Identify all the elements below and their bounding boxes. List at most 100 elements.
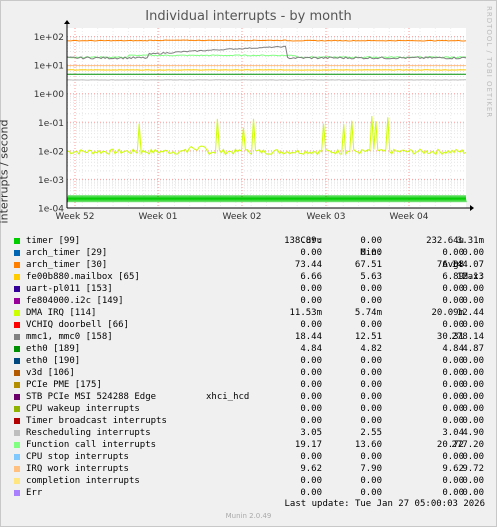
legend-value-min: 0.00 xyxy=(360,404,382,414)
legend-series-name: eth0 [189] xyxy=(26,344,81,354)
legend-series-name: uart-pl011 [153] xyxy=(26,284,113,294)
legend-swatch xyxy=(14,298,20,304)
legend-series-name: DMA IRQ [114] xyxy=(26,308,97,318)
legend-row: PCIe PME [175] 0.00 0.00 0.00 0.00 xyxy=(12,379,492,391)
x-tick-label: Week 02 xyxy=(223,212,262,222)
legend-row: eth0 [189] 4.84 4.82 4.84 4.87 xyxy=(12,343,492,355)
legend-series-name: fe00b880.mailbox [65] xyxy=(26,272,140,282)
y-tick-label: 1e-03 xyxy=(38,176,64,186)
legend-value-cur: 0.00 xyxy=(300,488,322,498)
legend-value-avg: 232.64u xyxy=(426,236,464,246)
chart-title: Individual interrupts - by month xyxy=(145,9,352,24)
x-tick-label: Week 52 xyxy=(56,212,95,222)
x-tick-label: Week 01 xyxy=(139,212,178,222)
munin-version: Munin 2.0.49 xyxy=(225,512,272,520)
legend-value-cur: 0.00 xyxy=(300,320,322,330)
legend-swatch xyxy=(14,310,20,316)
legend-value-max: 278.14 xyxy=(451,332,484,342)
legend-value-min: 5.63 xyxy=(360,272,382,282)
legend-value-cur: 0.00 xyxy=(300,284,322,294)
legend-value-cur: 19.17 xyxy=(294,440,322,450)
legend-value-min: 0.00 xyxy=(360,452,382,462)
legend-value-cur: 0.00 xyxy=(300,368,322,378)
legend-value-avg: 0.00 xyxy=(442,380,464,390)
legend-value-cur: 138.89u xyxy=(284,236,322,246)
legend-swatch xyxy=(14,382,20,388)
series-line-mmc xyxy=(66,45,467,60)
legend-row: mmc1, mmc0 [158] 18.44 12.51 30.31 278.14 xyxy=(12,331,492,343)
legend-value-max: 0.00 xyxy=(462,248,484,258)
legend-row: DMA IRQ [114] 11.53m 5.74m 20.09m 12.44 xyxy=(12,307,492,319)
legend-swatch xyxy=(14,334,20,340)
legend-value-min: 0.00 xyxy=(360,248,382,258)
legend-swatch xyxy=(14,394,20,400)
legend-value-min: 0.00 xyxy=(360,380,382,390)
legend-swatch xyxy=(14,346,20,352)
legend-value-cur: 0.00 xyxy=(300,452,322,462)
legend-value-avg: 0.00 xyxy=(442,248,464,258)
x-axis-arrow xyxy=(470,205,474,211)
legend-row: Function call interrupts 19.17 13.60 20.72 2… xyxy=(12,439,492,451)
legend-value-cur: 4.84 xyxy=(300,344,322,354)
legend-row: v3d [106] 0.00 0.00 0.00 0.00 xyxy=(12,367,492,379)
legend-value-avg: 0.00 xyxy=(442,452,464,462)
legend-swatch xyxy=(14,274,20,280)
legend-value-min: 67.51 xyxy=(354,260,382,270)
legend-row: fe804000.i2c [149] 0.00 0.00 0.00 0.00 xyxy=(12,295,492,307)
plot-area: 1e-04 1e-03 1e-02 1e-01 1e+00 1e+01 1e+02 Week … xyxy=(34,20,474,222)
legend-swatch xyxy=(14,322,20,328)
legend-value-max: 12.44 xyxy=(456,308,484,318)
legend-value-avg: 20.09m xyxy=(431,308,464,318)
legend-row: Timer broadcast interrupts 0.00 0.00 0.00 0.… xyxy=(12,415,492,427)
legend-value-max: 9.72 xyxy=(462,464,484,474)
series-line-dma-irq xyxy=(66,115,467,156)
legend-value-avg: 30.31 xyxy=(436,332,464,342)
legend-row: uart-pl011 [153] 0.00 0.00 0.00 0.00 xyxy=(12,283,492,295)
legend-row: Err 0.00 0.00 0.00 0.00 xyxy=(12,487,492,499)
legend-value-avg: 0.00 xyxy=(442,368,464,378)
legend-value-avg: 0.00 xyxy=(442,488,464,498)
legend-row: fe00b880.mailbox [65] 6.66 5.63 6.89 12.13 xyxy=(12,271,492,283)
legend-value-avg: 6.89 xyxy=(442,272,464,282)
legend-value-max: 0.00 xyxy=(462,452,484,462)
x-tick-label: Week 04 xyxy=(390,212,429,222)
legend-value-avg: 20.72 xyxy=(436,440,464,450)
legend-value-max: 4.87 xyxy=(462,344,484,354)
y-tick-label: 1e+02 xyxy=(34,33,64,43)
y-tick-label: 1e+01 xyxy=(34,62,64,72)
legend-value-cur: 0.00 xyxy=(300,296,322,306)
legend-value-max: 0.00 xyxy=(462,416,484,426)
legend-series-extra: xhci_hcd xyxy=(206,392,250,402)
legend-value-min: 0.00 xyxy=(360,284,382,294)
legend-value-min: 0.00 xyxy=(360,296,382,306)
legend-row: arch_timer [29] 0.00 0.00 0.00 0.00 xyxy=(12,247,492,259)
legend-value-avg: 9.62 xyxy=(442,464,464,474)
legend-value-max: 0.00 xyxy=(462,380,484,390)
legend-value-min: 0.00 xyxy=(360,416,382,426)
legend-row: timer [99] 138.89u 0.00 232.64u 3.31m xyxy=(12,235,492,247)
legend-value-avg: 0.00 xyxy=(442,284,464,294)
legend-value-max: 3.31m xyxy=(456,236,484,246)
legend-series-name: fe804000.i2c [149] xyxy=(26,296,124,306)
legend-row: arch_timer [30] 73.44 67.51 76.08 144.07 xyxy=(12,259,492,271)
legend-swatch xyxy=(14,490,20,496)
y-tick-label: 1e-02 xyxy=(38,147,64,157)
legend-value-cur: 0.00 xyxy=(300,392,322,402)
legend-swatch xyxy=(14,478,20,484)
legend-series-name: VCHIQ doorbell [66] xyxy=(26,320,129,330)
legend-value-min: 12.51 xyxy=(354,332,382,342)
legend-series-name: eth0 [190] xyxy=(26,356,81,366)
legend-header: Cur: Min: Avg: Max: xyxy=(12,223,492,282)
legend-value-min: 4.82 xyxy=(360,344,382,354)
legend-value-min: 7.90 xyxy=(360,464,382,474)
y-tick-label: 1e-04 xyxy=(38,205,64,215)
legend-value-min: 0.00 xyxy=(360,488,382,498)
legend-value-min: 0.00 xyxy=(360,368,382,378)
legend-swatch xyxy=(14,358,20,364)
legend-series-name: v3d [106] xyxy=(26,368,75,378)
legend-series-name: mmc1, mmc0 [158] xyxy=(26,332,113,342)
legend: Cur: Min: Avg: Max: timer [99] 138.89u 0.0… xyxy=(12,223,492,499)
legend-value-max: 12.13 xyxy=(456,272,484,282)
legend-row: Rescheduling interrupts 3.05 2.55 3.04 4.90 xyxy=(12,427,492,439)
legend-value-min: 0.00 xyxy=(360,392,382,402)
